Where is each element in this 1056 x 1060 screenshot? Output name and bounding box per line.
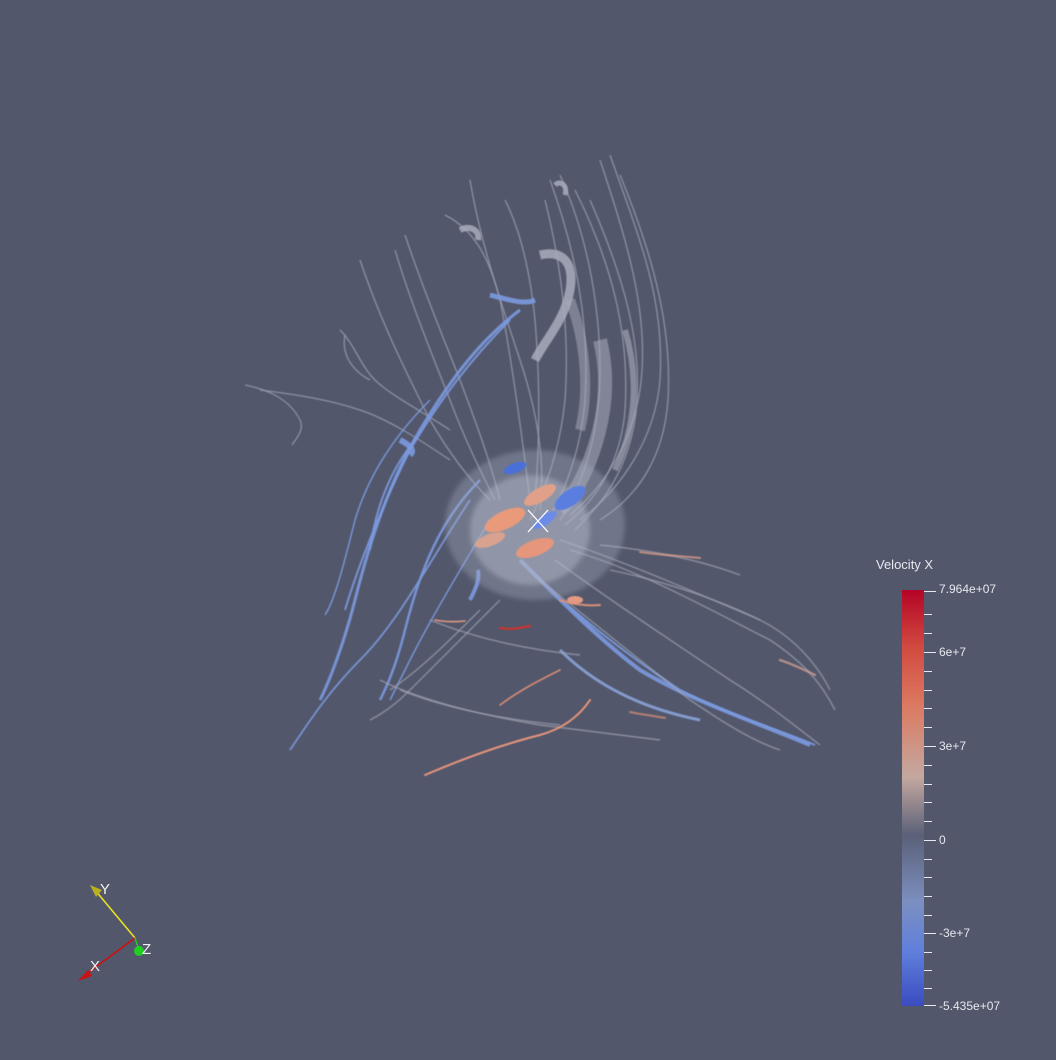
colorbar-tick (924, 652, 936, 653)
colorbar-minor-tick (924, 877, 932, 878)
x-axis-label: X (90, 958, 100, 975)
colorbar-minor-tick (924, 784, 932, 785)
colorbar-minor-tick (924, 821, 932, 822)
colorbar-minor-tick (924, 671, 932, 672)
colorbar-tick (924, 840, 936, 841)
y-axis-line (94, 889, 136, 939)
colorbar-max-label: 7.964e+07 (939, 582, 997, 596)
colorbar-tick-label: -3e+7 (939, 926, 971, 940)
y-axis-arrow-icon (90, 885, 102, 897)
colorbar-minor-tick (924, 727, 932, 728)
colorbar-minor-tick (924, 802, 932, 803)
x-axis-line (84, 937, 136, 976)
colorbar-minor-tick (924, 915, 932, 916)
colorbar-title: Velocity X (876, 557, 934, 572)
z-axis-label: Z (142, 941, 151, 958)
colorbar-min-label: -5.435e+07 (939, 999, 1001, 1013)
colorbar-tick (924, 591, 936, 592)
colorbar-minor-tick (924, 970, 932, 971)
colorbar-tick (924, 933, 936, 934)
colorbar-minor-tick (924, 765, 932, 766)
colorbar-tick (924, 1005, 936, 1006)
z-axis-dot-icon (134, 946, 144, 956)
streamlines-red (424, 551, 817, 776)
colorbar-minor-tick (924, 896, 932, 897)
colorbar-minor-tick (924, 614, 932, 615)
colorbar-tick (924, 746, 936, 747)
colorbar-tick-label: 6e+7 (939, 645, 967, 659)
streamline-core (445, 450, 625, 604)
colorbar-minor-tick (924, 690, 932, 691)
colorbar-tick-label: 3e+7 (939, 739, 967, 753)
colorbar-minor-tick (924, 952, 932, 953)
colorbar-minor-tick (924, 633, 932, 634)
colorbar-gradient (902, 590, 924, 1006)
orientation-axes: Y X Z (78, 881, 151, 981)
x-axis-arrow-icon (78, 970, 92, 981)
colorbar-minor-tick (924, 708, 932, 709)
y-axis-label: Y (100, 881, 110, 898)
colorbar-tick-label: 0 (939, 833, 946, 847)
colorbar-minor-tick (924, 859, 932, 860)
colorbar-minor-tick (924, 988, 932, 989)
